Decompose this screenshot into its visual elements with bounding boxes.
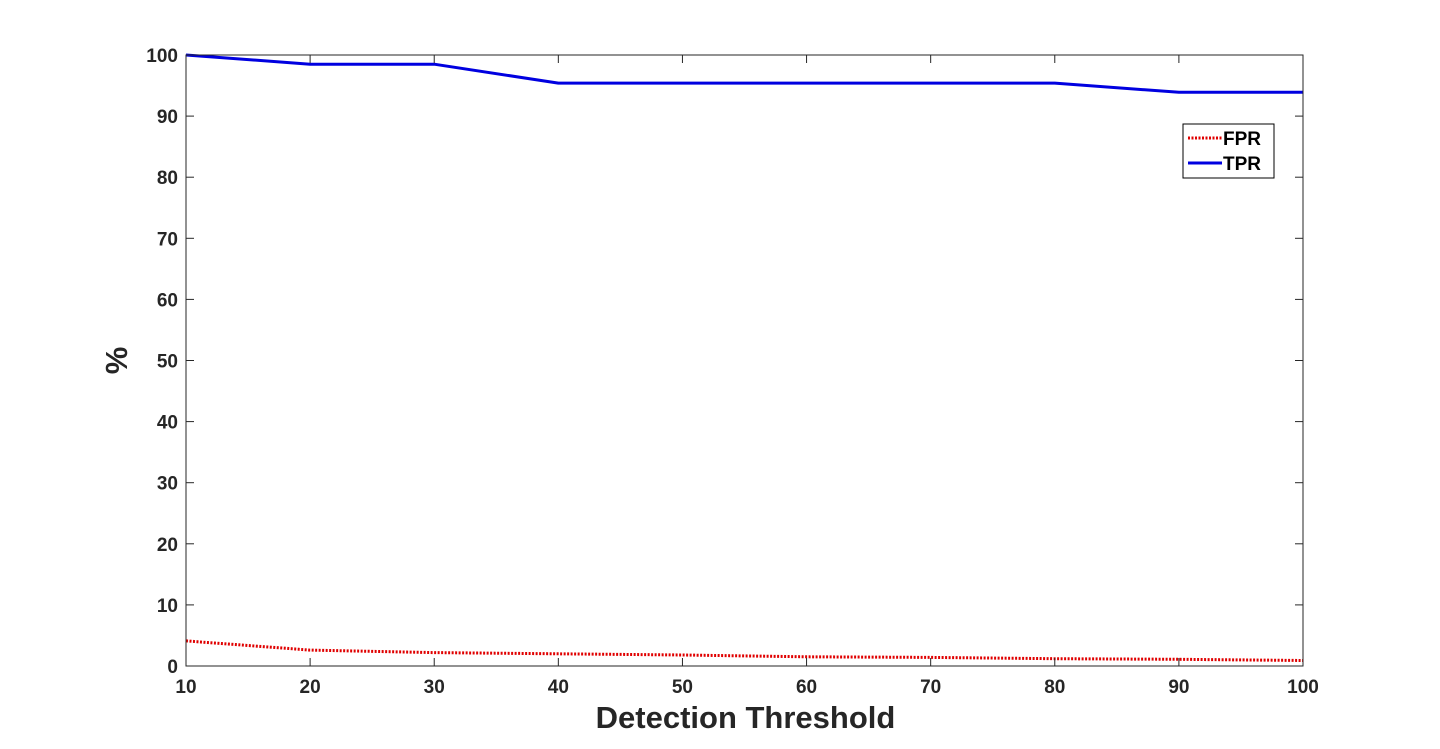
legend-label-tpr: TPR — [1223, 154, 1261, 175]
x-tick-label: 70 — [920, 677, 941, 698]
x-tick-label: 100 — [1287, 677, 1319, 698]
y-tick-label: 20 — [157, 535, 178, 556]
x-tick-label: 10 — [175, 677, 196, 698]
x-tick-label: 90 — [1168, 677, 1189, 698]
x-axis-title: Detection Threshold — [596, 700, 896, 735]
y-tick-label: 80 — [157, 168, 178, 189]
y-tick-label: 100 — [146, 46, 178, 67]
x-tick-label: 40 — [548, 677, 569, 698]
x-tick-label: 80 — [1044, 677, 1065, 698]
y-tick-label: 40 — [157, 413, 178, 434]
x-tick-label: 30 — [424, 677, 445, 698]
y-axis-title: % — [99, 347, 134, 375]
series-line-tpr — [185, 53, 1303, 94]
y-tick-label: 60 — [157, 290, 178, 311]
legend-box — [1182, 123, 1275, 179]
x-tick-label: 50 — [672, 677, 693, 698]
ticks-layer: 10 20 30 40 50 60 70 80 90 1000102030405060708090… — [146, 46, 1319, 698]
y-tick-label: 30 — [157, 474, 178, 495]
legend: FPR TPR — [1182, 123, 1275, 179]
series-line-fpr — [185, 639, 1304, 662]
x-tick-label: 20 — [300, 677, 321, 698]
y-tick-label: 70 — [157, 229, 178, 250]
y-tick-label: 0 — [167, 657, 178, 678]
y-tick-label: 50 — [157, 352, 178, 373]
plot-area-frame — [185, 54, 1304, 667]
y-tick-label: 90 — [157, 107, 178, 128]
y-tick-label: 10 — [157, 596, 178, 617]
legend-label-fpr: FPR — [1223, 129, 1261, 150]
x-tick-label: 60 — [796, 677, 817, 698]
